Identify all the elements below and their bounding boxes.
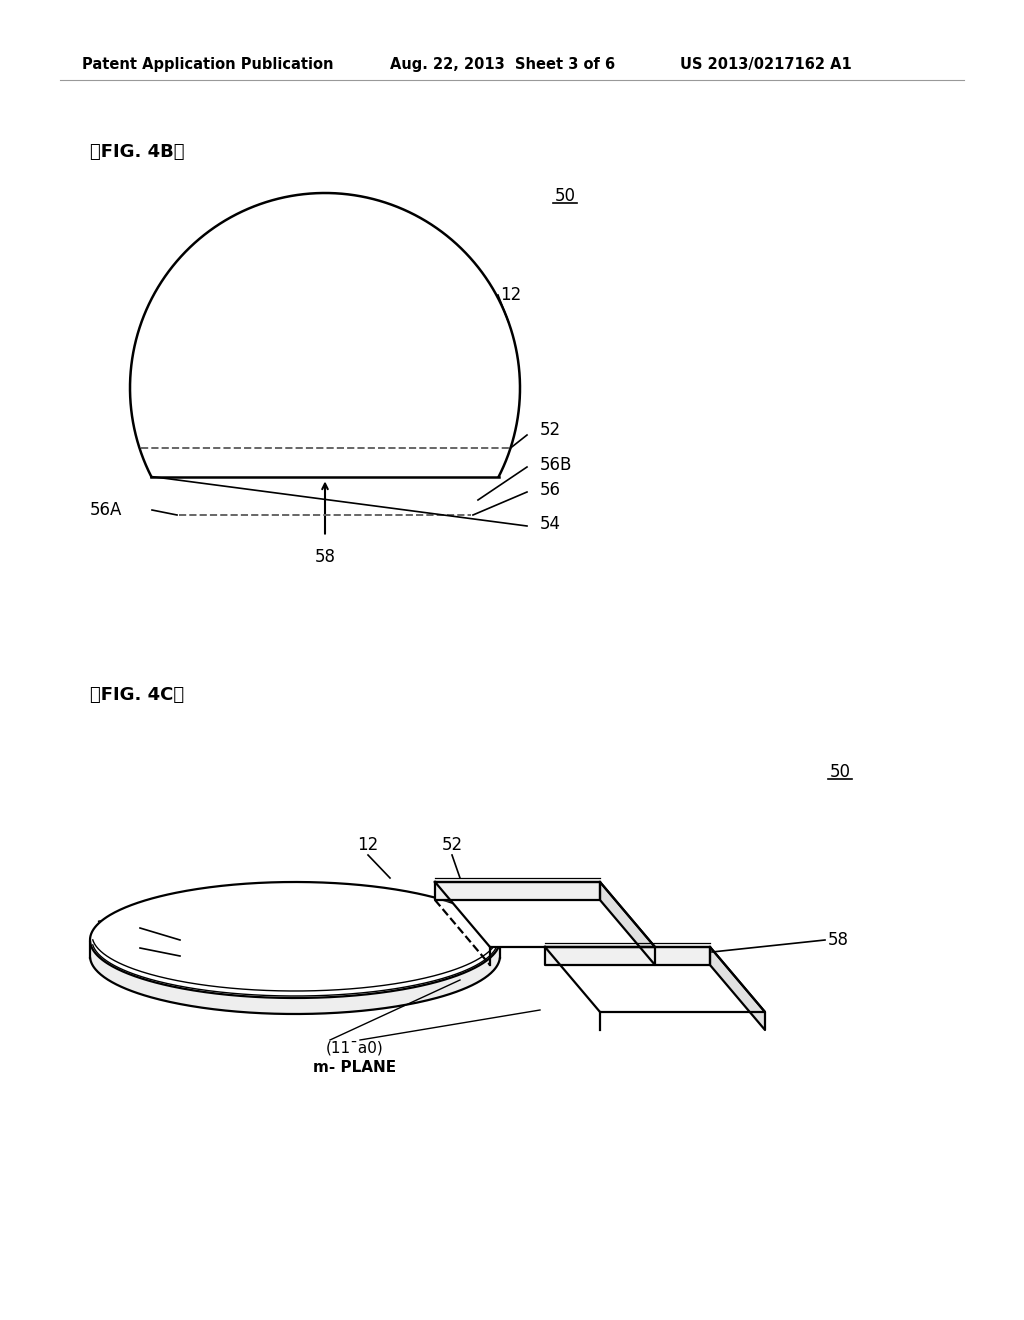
Text: 12: 12 [500,286,521,304]
Text: 58: 58 [314,548,336,565]
Text: 【FIG. 4C】: 【FIG. 4C】 [90,686,184,704]
Text: 52: 52 [441,836,463,854]
Text: 50: 50 [829,763,851,781]
Text: 56A: 56A [90,502,123,519]
Text: 20: 20 [95,939,116,957]
Text: Patent Application Publication: Patent Application Publication [82,58,334,73]
Polygon shape [435,882,600,900]
Text: 56: 56 [540,480,561,499]
Polygon shape [545,946,765,1012]
Text: 58: 58 [828,931,849,949]
Text: 54: 54 [540,515,561,533]
Polygon shape [545,946,710,965]
Polygon shape [90,942,500,1014]
Text: Aug. 22, 2013  Sheet 3 of 6: Aug. 22, 2013 Sheet 3 of 6 [390,58,615,73]
Text: 50: 50 [555,187,575,205]
Text: US 2013/0217162 A1: US 2013/0217162 A1 [680,58,852,73]
Text: 【FIG. 4B】: 【FIG. 4B】 [90,143,184,161]
Text: m- PLANE: m- PLANE [313,1060,396,1076]
Text: (11¯a0): (11¯a0) [326,1040,384,1056]
Text: 12: 12 [357,836,379,854]
Polygon shape [435,882,655,946]
Polygon shape [90,882,500,998]
Polygon shape [710,946,765,1030]
Polygon shape [600,882,655,965]
Text: 56B: 56B [540,455,572,474]
Text: 10: 10 [95,919,116,937]
Text: 52: 52 [540,421,561,440]
